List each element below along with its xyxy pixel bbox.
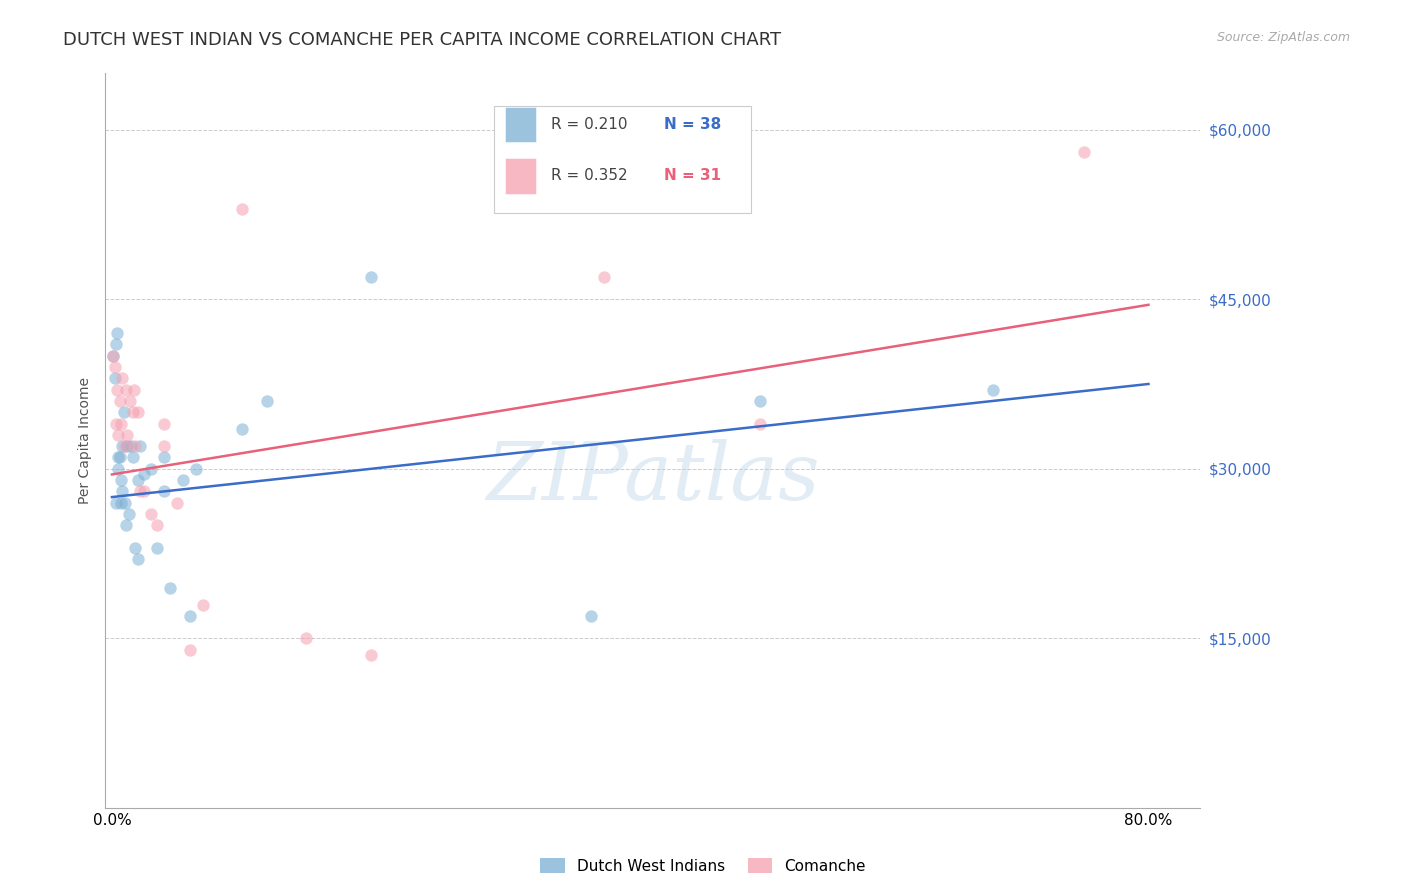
FancyBboxPatch shape (505, 107, 536, 142)
Point (121, 405, 143, 419)
Point (117, 439, 139, 453)
Point (981, 383, 1004, 397)
Point (107, 450, 129, 465)
Text: R = 0.210: R = 0.210 (551, 117, 627, 132)
Point (111, 484, 134, 499)
Point (127, 473, 149, 487)
Point (107, 428, 129, 442)
Point (120, 393, 142, 408)
Point (114, 439, 136, 453)
Point (360, 648, 382, 663)
Point (115, 383, 138, 397)
Point (117, 428, 139, 442)
Point (103, 359, 125, 374)
Point (256, 393, 278, 408)
Point (124, 439, 146, 453)
Point (152, 439, 174, 453)
Point (124, 541, 146, 555)
Point (139, 507, 162, 521)
Point (120, 439, 142, 453)
Point (114, 496, 136, 510)
Point (105, 383, 128, 397)
Point (121, 450, 143, 465)
Point (179, 608, 201, 623)
Point (360, 269, 382, 284)
Point (111, 439, 134, 453)
Point (108, 393, 131, 408)
Point (1073, 145, 1095, 160)
Point (127, 405, 149, 419)
Point (129, 484, 152, 499)
Point (152, 484, 174, 499)
Text: N = 31: N = 31 (664, 169, 721, 184)
Point (231, 202, 253, 216)
Point (115, 518, 138, 533)
Point (166, 496, 188, 510)
Point (129, 439, 152, 453)
Point (104, 496, 127, 510)
Point (159, 581, 181, 595)
Point (581, 608, 603, 623)
Point (134, 467, 156, 482)
Point (110, 496, 132, 510)
Text: DUTCH WEST INDIAN VS COMANCHE PER CAPITA INCOME CORRELATION CHART: DUTCH WEST INDIAN VS COMANCHE PER CAPITA… (63, 31, 782, 49)
Point (146, 541, 169, 555)
Point (593, 269, 616, 284)
Text: R = 0.352: R = 0.352 (551, 169, 627, 184)
Point (110, 473, 132, 487)
Point (152, 417, 174, 431)
Point (105, 326, 128, 340)
Point (172, 473, 194, 487)
Point (103, 371, 125, 385)
Text: N = 38: N = 38 (664, 117, 721, 132)
Point (139, 462, 162, 476)
Point (112, 405, 135, 419)
Point (103, 349, 125, 363)
Point (146, 518, 169, 533)
Point (104, 337, 127, 351)
Point (179, 642, 201, 657)
Point (103, 349, 125, 363)
Point (191, 598, 214, 612)
Point (186, 462, 208, 476)
Point (295, 632, 318, 646)
Point (134, 484, 156, 499)
Point (748, 393, 770, 408)
Point (110, 417, 132, 431)
Point (111, 371, 134, 385)
Point (748, 417, 770, 431)
Point (152, 450, 174, 465)
Point (127, 552, 149, 566)
Y-axis label: Per Capita Income: Per Capita Income (79, 377, 93, 504)
Text: ZIPatlas: ZIPatlas (486, 439, 820, 516)
Point (107, 462, 129, 476)
FancyBboxPatch shape (494, 106, 751, 212)
Point (104, 417, 127, 431)
Point (231, 422, 253, 436)
Text: Source: ZipAtlas.com: Source: ZipAtlas.com (1216, 31, 1350, 45)
FancyBboxPatch shape (505, 158, 536, 194)
Point (122, 383, 145, 397)
Point (118, 507, 141, 521)
Point (108, 450, 131, 465)
Legend: Dutch West Indians, Comanche: Dutch West Indians, Comanche (534, 852, 872, 880)
